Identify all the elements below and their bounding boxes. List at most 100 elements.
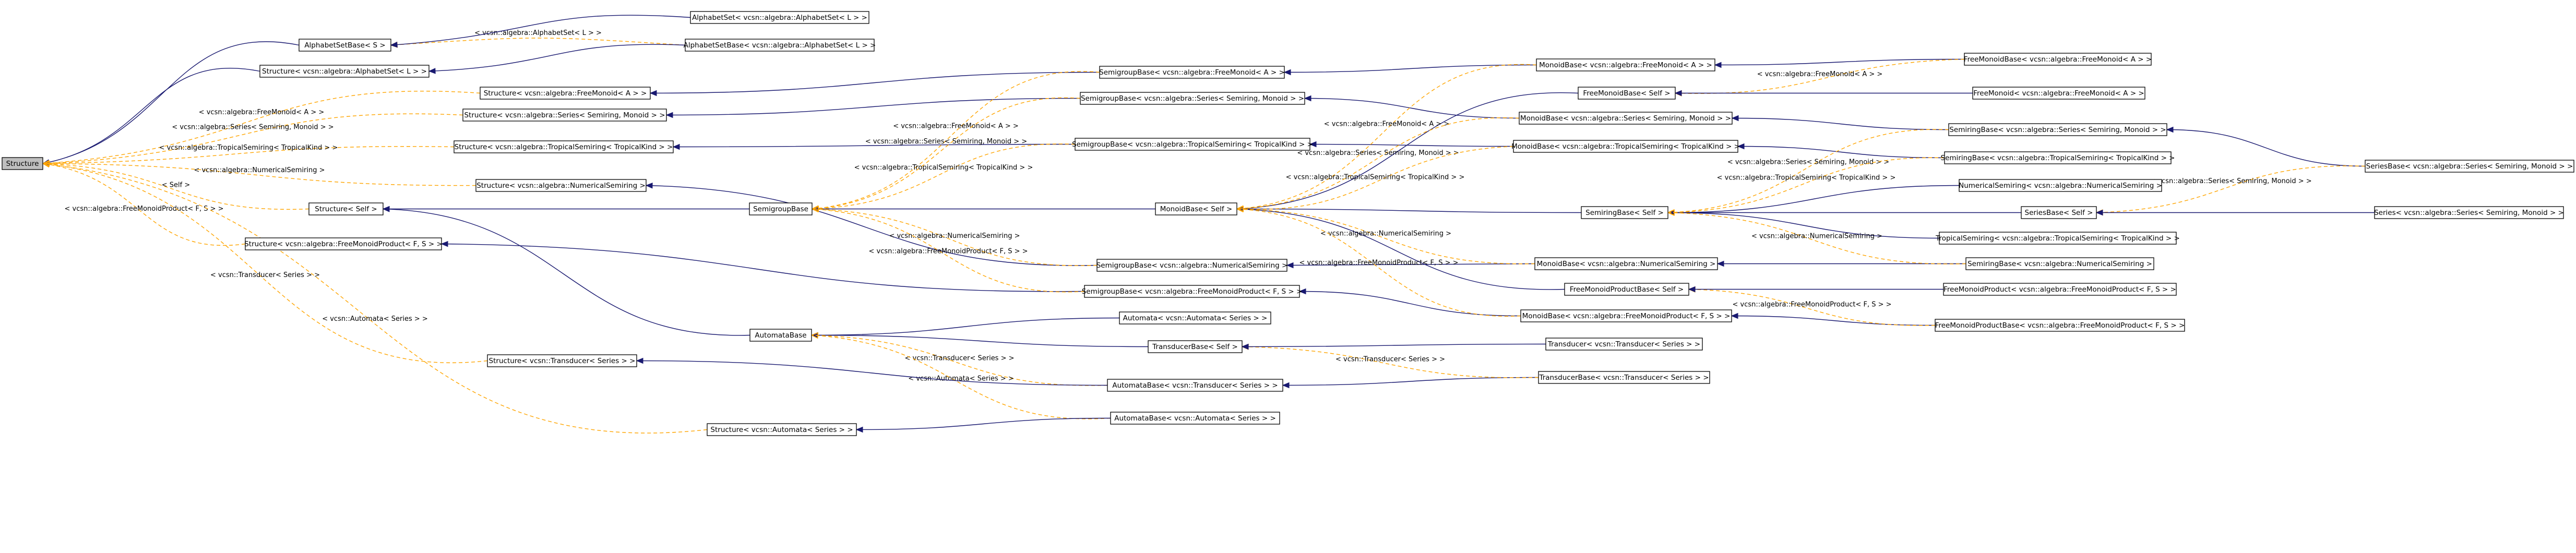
class-name: MonoidBase< vcsn::algebra::FreeMonoidPro…	[1522, 312, 1731, 320]
semigroupbase_numerical-to-structure_numerical-edge	[645, 183, 1098, 266]
class-node-automata-automaton[interactable]: Automata< vcsn::Automata< Series > >	[1119, 311, 1271, 324]
class-box	[690, 11, 869, 24]
class-box	[1513, 140, 1738, 153]
class-node-semiringbase-series[interactable]: SemiringBase< vcsn::algebra::Series< Sem…	[1948, 123, 2167, 136]
class-name: AutomataBase	[755, 331, 806, 340]
automatabase_automata-to-automatabase-edge: < vcsn::Automata< Series > >	[810, 332, 1111, 419]
class-node-alphabetsetbase-s[interactable]: AlphabetSetBase< S >	[299, 39, 391, 52]
class-name: FreeMonoidProduct< vcsn::algebra::FreeMo…	[1943, 285, 2176, 294]
class-box	[1939, 232, 2177, 245]
class-box	[308, 202, 384, 215]
class-node-transducer-transducer[interactable]: Transducer< vcsn::Transducer< Series > >	[1545, 338, 1703, 351]
semiringbase_numerical-to-monoidbase_numerical-edge	[1716, 260, 1966, 267]
class-node-semigroupbase-fmp[interactable]: SemigroupBase< vcsn::algebra::FreeMonoid…	[1082, 285, 1303, 298]
class-node-monoidbase-numerical[interactable]: MonoidBase< vcsn::algebra::NumericalSemi…	[1534, 257, 1718, 270]
class-node-monoidbase-self[interactable]: MonoidBase< Self >	[1155, 202, 1237, 215]
semigroupbase_series-to-semigroupbase-edge: < vcsn::algebra::Series< Semiring, Monoi…	[811, 97, 1081, 212]
template-line	[811, 334, 1108, 386]
class-node-semigroupbase[interactable]: SemigroupBase	[749, 202, 813, 215]
class-node-series-series[interactable]: Series< vcsn::algebra::Series< Semiring,…	[2374, 206, 2564, 219]
class-name: SemiringBase< vcsn::algebra::TropicalSem…	[1941, 154, 2175, 162]
class-node-fmp-fs[interactable]: FreeMonoidProduct< vcsn::algebra::FreeMo…	[1943, 283, 2177, 296]
class-node-structure-fmp[interactable]: Structure< vcsn::algebra::FreeMonoidProd…	[244, 237, 443, 250]
class-node-structure-numerical[interactable]: Structure< vcsn::algebra::NumericalSemir…	[475, 179, 647, 192]
class-node-freemonoidbase-a[interactable]: FreeMonoidBase< vcsn::algebra::FreeMonoi…	[1964, 53, 2152, 66]
class-name: Structure< vcsn::algebra::TropicalSemiri…	[455, 143, 673, 151]
class-node-alphabetsetbase-l[interactable]: AlphabetSetBase< vcsn::algebra::Alphabet…	[684, 39, 876, 52]
class-node-semiringbase-self[interactable]: SemiringBase< Self >	[1581, 206, 1668, 219]
class-node-freemonoidbase-self[interactable]: FreeMonoidBase< Self >	[1578, 87, 1676, 100]
class-name: Structure< vcsn::algebra::FreeMonoidProd…	[244, 240, 443, 248]
monoidbase_numerical-to-semigroupbase_numerical-edge	[1286, 262, 1535, 269]
automatabase_automata-to-structure_automata-edge	[855, 417, 1111, 433]
arrowhead	[636, 357, 643, 364]
class-name: SemigroupBase< vcsn::algebra::FreeMonoid…	[1082, 287, 1303, 296]
class-node-seriesbase-series[interactable]: SeriesBase< vcsn::algebra::Series< Semir…	[2365, 160, 2574, 173]
class-node-structure-series[interactable]: Structure< vcsn::algebra::Series< Semiri…	[462, 109, 667, 122]
class-node-transducerbase-transducer[interactable]: TransducerBase< vcsn::Transducer< Series…	[1538, 371, 1710, 384]
class-node-structure-self[interactable]: Structure< Self >	[308, 202, 384, 215]
semiringbase_tropical-to-semiringbase_self-edge: < vcsn::algebra::TropicalSemiring< Tropi…	[1667, 157, 1945, 216]
template-argument-label: < vcsn::algebra::NumericalSemiring >	[194, 166, 325, 174]
class-node-monoidbase-freemonoid[interactable]: MonoidBase< vcsn::algebra::FreeMonoid< A…	[1536, 58, 1715, 71]
arrowhead	[440, 241, 448, 247]
class-node-fmpbase-self[interactable]: FreeMonoidProductBase< Self >	[1564, 283, 1689, 296]
class-node-monoidbase-series[interactable]: MonoidBase< vcsn::algebra::Series< Semir…	[1519, 112, 1733, 125]
arrowhead	[1309, 141, 1317, 148]
inheritance-line	[811, 317, 1120, 336]
class-node-structure-alphabetset[interactable]: Structure< vcsn::algebra::AlphabetSet< L…	[259, 65, 430, 78]
class-node-semigroupbase-tropical[interactable]: SemigroupBase< vcsn::algebra::TropicalSe…	[1072, 138, 1313, 151]
class-node-transducerbase-self[interactable]: TransducerBase< Self >	[1148, 340, 1243, 353]
class-node-semigroupbase-series[interactable]: SemigroupBase< vcsn::algebra::Series< Se…	[1080, 92, 1305, 105]
class-box	[259, 65, 430, 78]
class-node-numericalsemiring[interactable]: NumericalSemiring< vcsn::algebra::Numeri…	[1959, 179, 2162, 192]
class-box	[2374, 206, 2564, 219]
class-node-structure-freemonoid[interactable]: Structure< vcsn::algebra::FreeMonoid< A …	[480, 87, 651, 100]
class-node-freemonoid-a[interactable]: FreeMonoid< vcsn::algebra::FreeMonoid< A…	[1972, 87, 2145, 100]
semigroupbase_fmp-to-structure_fmp-edge	[440, 241, 1085, 292]
class-node-semiringbase-numerical[interactable]: SemiringBase< vcsn::algebra::NumericalSe…	[1965, 257, 2154, 270]
class-node-structure-tropical[interactable]: Structure< vcsn::algebra::TropicalSemiri…	[454, 140, 674, 153]
structure_tropical-to-structure-edge: < vcsn::algebra::TropicalSemiring< Tropi…	[42, 144, 455, 167]
class-node-structure-transducer[interactable]: Structure< vcsn::Transducer< Series > >	[487, 354, 637, 367]
class-node-seriesbase-self[interactable]: SeriesBase< Self >	[2021, 206, 2097, 219]
class-node-monoidbase-fmp[interactable]: MonoidBase< vcsn::algebra::FreeMonoidPro…	[1520, 309, 1732, 322]
class-node-automatabase-automata[interactable]: AutomataBase< vcsn::Automata< Series > >	[1110, 412, 1280, 425]
class-name: MonoidBase< vcsn::algebra::TropicalSemir…	[1511, 142, 1740, 151]
template-argument-label: < vcsn::Automata< Series > >	[322, 315, 428, 323]
class-name: SemigroupBase< vcsn::algebra::TropicalSe…	[1072, 140, 1313, 149]
fmp_fs-to-fmpbase_self-edge	[1688, 286, 1943, 293]
class-name: AlphabetSetBase< vcsn::algebra::Alphabet…	[684, 41, 876, 50]
automatabase_transducer-to-structure_transducer-edge	[636, 357, 1108, 386]
structure_numerical-to-structure-edge: < vcsn::algebra::NumericalSemiring >	[42, 160, 476, 186]
class-node-fmpbase-fs[interactable]: FreeMonoidProductBase< vcsn::algebra::Fr…	[1935, 319, 2185, 332]
class-box	[1075, 138, 1310, 151]
template-argument-label: < vcsn::algebra::NumericalSemiring >	[1320, 230, 1451, 238]
class-node-automatabase[interactable]: AutomataBase	[749, 329, 812, 342]
class-name: Structure< vcsn::algebra::NumericalSemir…	[476, 182, 646, 190]
numericalsemiring-to-semiringbase_self-edge	[1667, 185, 1960, 216]
class-name: Structure< vcsn::Automata< Series > >	[710, 426, 853, 434]
template-argument-label: < vcsn::algebra::FreeMonoid< A > >	[199, 109, 325, 116]
class-node-structure[interactable]: Structure	[2, 157, 43, 170]
class-node-semigroupbase-numerical[interactable]: SemigroupBase< vcsn::algebra::NumericalS…	[1096, 259, 1288, 272]
arrowhead	[1283, 69, 1291, 76]
arrowhead	[1282, 382, 1290, 389]
class-name: Structure< Self >	[315, 205, 377, 213]
class-node-tropicalsemiring[interactable]: TropicalSemiring< vcsn::algebra::Tropica…	[1935, 232, 2180, 245]
template-line	[42, 146, 455, 164]
template-argument-label: < vcsn::algebra::TropicalSemiring< Tropi…	[1286, 174, 1465, 182]
class-name: MonoidBase< vcsn::algebra::FreeMonoid< A…	[1539, 61, 1712, 69]
class-node-automatabase-transducer[interactable]: AutomataBase< vcsn::Transducer< Series >…	[1107, 379, 1283, 392]
class-node-structure-automata[interactable]: Structure< vcsn::Automata< Series > >	[707, 423, 857, 436]
class-node-semigroupbase-freemonoid[interactable]: SemigroupBase< vcsn::algebra::FreeMonoid…	[1099, 66, 1285, 79]
template-line	[42, 113, 463, 164]
class-node-semiringbase-tropical[interactable]: SemiringBase< vcsn::algebra::TropicalSem…	[1941, 151, 2175, 164]
class-node-alphabetset-l[interactable]: AlphabetSet< vcsn::algebra::AlphabetSet<…	[690, 11, 869, 24]
inheritance-line	[650, 71, 1100, 94]
arrowhead	[1236, 206, 1244, 213]
inheritance-line	[811, 334, 1149, 347]
class-node-monoidbase-tropical[interactable]: MonoidBase< vcsn::algebra::TropicalSemir…	[1511, 140, 1740, 153]
template-argument-label: < vcsn::algebra::FreeMonoid< A > >	[893, 123, 1019, 130]
template-line	[812, 143, 1076, 210]
